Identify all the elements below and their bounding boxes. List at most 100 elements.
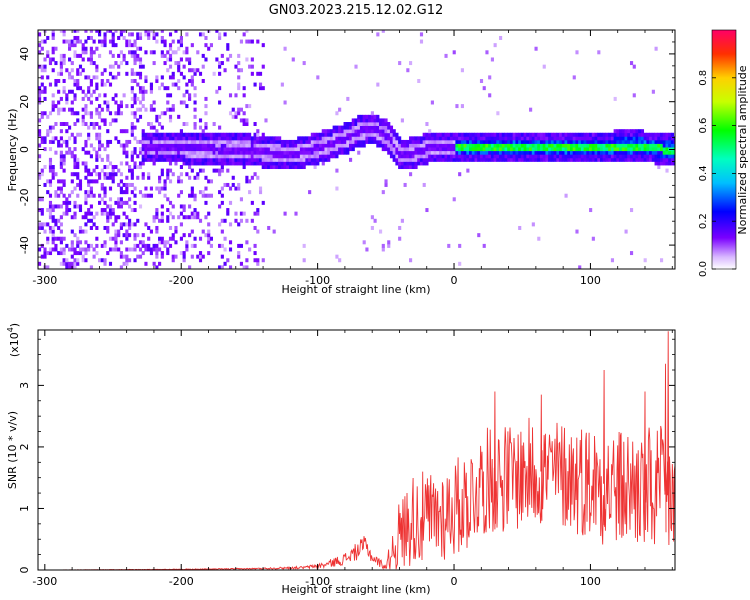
- heatmap-cell: [599, 154, 604, 159]
- heatmap-cell: [659, 161, 664, 166]
- heatmap-cell: [515, 147, 519, 152]
- heatmap-cell: [523, 147, 527, 152]
- heatmap-cell: [447, 147, 451, 152]
- heatmap-cell: [490, 139, 494, 144]
- heatmap-cell: [324, 129, 328, 134]
- heatmap-cell: [89, 53, 93, 58]
- heatmap-cell: [365, 136, 369, 141]
- heatmap-cell: [242, 122, 246, 126]
- heatmap-cell: [130, 86, 134, 91]
- heatmap-cell: [526, 132, 530, 137]
- heatmap-cell: [152, 247, 156, 252]
- heatmap-cell: [602, 150, 606, 155]
- heatmap-cell: [490, 57, 494, 62]
- heatmap-cell: [158, 86, 162, 91]
- heatmap-cell: [51, 240, 55, 245]
- heatmap-cell: [193, 125, 197, 130]
- heatmap-cell: [335, 254, 339, 259]
- heatmap-cell: [125, 139, 129, 144]
- heatmap-cell: [108, 175, 113, 180]
- heatmap-cell: [381, 136, 385, 141]
- heatmap-cell: [78, 204, 83, 209]
- colorbar-tick-label: 0.2: [698, 213, 709, 229]
- heatmap-cell: [144, 78, 148, 83]
- heatmap-cell: [40, 211, 44, 216]
- heatmap-cell: [531, 150, 535, 155]
- heatmap-cell: [665, 150, 669, 155]
- heatmap-cell: [256, 261, 260, 266]
- heatmap-cell: [624, 136, 628, 141]
- heatmap-cell: [138, 161, 143, 166]
- heatmap-cell: [70, 247, 74, 252]
- heatmap-cell: [48, 139, 53, 144]
- heatmap-cell: [354, 143, 358, 148]
- heatmap-cell: [629, 251, 634, 256]
- heatmap-cell: [98, 53, 102, 58]
- heatmap-cell: [575, 150, 579, 155]
- heatmap-cell: [62, 261, 66, 266]
- heatmap-cell: [539, 150, 544, 155]
- heatmap-cell: [275, 157, 279, 162]
- heatmap-cell: [616, 129, 620, 134]
- heatmap-cell: [673, 136, 675, 141]
- heatmap-cell: [188, 150, 192, 155]
- heatmap-cell: [657, 150, 661, 155]
- heatmap-cell: [629, 150, 634, 155]
- heatmap-cell: [125, 233, 129, 238]
- heatmap-cell: [106, 229, 110, 234]
- heatmap-cell: [119, 197, 123, 202]
- heatmap-cell: [556, 136, 560, 141]
- heatmap-cell: [62, 78, 66, 83]
- heatmap-cell: [133, 150, 137, 155]
- heatmap-cell: [559, 150, 563, 155]
- heatmap-cell: [171, 204, 175, 209]
- heatmap-cell: [84, 197, 88, 202]
- heatmap-cell: [340, 150, 344, 155]
- heatmap-cell: [40, 64, 44, 69]
- heatmap-cell: [433, 132, 437, 137]
- heatmap-cell: [171, 150, 175, 155]
- heatmap-cell: [245, 175, 249, 180]
- heatmap-cell: [621, 154, 625, 159]
- heatmap-cell: [185, 132, 189, 137]
- heatmap-cell: [201, 157, 205, 162]
- heatmap-cell: [520, 150, 524, 155]
- heatmap-cell: [70, 107, 74, 112]
- heatmap-cell: [354, 122, 358, 126]
- heatmap-cell: [163, 43, 167, 48]
- heatmap-cell: [228, 53, 233, 58]
- heatmap-cell: [499, 136, 503, 141]
- heatmap-cell: [78, 53, 83, 58]
- heatmap-cell: [215, 132, 219, 137]
- heatmap-cell: [447, 132, 451, 137]
- heatmap-cell: [46, 50, 50, 55]
- heatmap-cell: [395, 157, 399, 162]
- heatmap-cell: [119, 100, 123, 105]
- heatmap-cell: [354, 129, 358, 134]
- heatmap-cell: [496, 143, 500, 148]
- heatmap-cell: [100, 71, 104, 76]
- heatmap-cell: [332, 154, 336, 159]
- heatmap-cell: [130, 104, 134, 109]
- heatmap-cell: [654, 143, 658, 148]
- heatmap-cell: [78, 86, 83, 91]
- heatmap-cell: [575, 147, 579, 152]
- heatmap-cell: [144, 186, 148, 191]
- heatmap-cell: [114, 243, 118, 248]
- heatmap-cell: [43, 165, 47, 170]
- heatmap-cell: [73, 186, 77, 191]
- heatmap-cell: [51, 125, 55, 130]
- heatmap-cell: [54, 46, 58, 51]
- heatmap-cell: [204, 35, 208, 40]
- heatmap-cell: [619, 150, 623, 155]
- heatmap-cell: [133, 111, 137, 116]
- heatmap-cell: [365, 247, 369, 252]
- heatmap-cell: [400, 143, 404, 148]
- heatmap-cell: [106, 225, 110, 230]
- heatmap-cell: [335, 129, 339, 134]
- heatmap-cell: [168, 32, 173, 37]
- heatmap-cell: [632, 132, 636, 137]
- heatmap-cell: [212, 150, 216, 155]
- heatmap-cell: [665, 161, 669, 166]
- heatmap-cell: [537, 150, 541, 155]
